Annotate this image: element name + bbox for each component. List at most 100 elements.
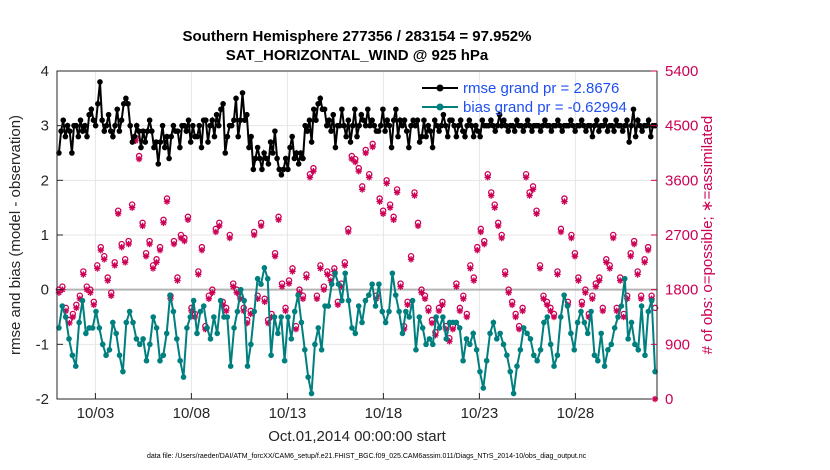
rmse-point (131, 133, 138, 140)
bias-point (153, 325, 160, 331)
rmse-point (395, 133, 401, 140)
obs-assimilated-point (205, 295, 213, 302)
rmse-point (295, 161, 302, 167)
rmse-point (259, 166, 265, 173)
bias-point (524, 330, 530, 337)
bias-point (190, 297, 197, 304)
rmse-point (276, 166, 283, 173)
obs-assimilated-point (128, 204, 136, 211)
obs-assimilated-point (226, 234, 233, 242)
bias-point (123, 319, 130, 326)
rmse-point (248, 133, 254, 140)
obs-assimilated-point (369, 143, 376, 151)
bias-point (150, 314, 157, 320)
rmse-point (181, 122, 187, 129)
bias-point (618, 303, 625, 309)
rmse-point (332, 144, 339, 151)
rmse-point (451, 122, 458, 129)
rmse-point (207, 122, 213, 129)
bias-point (204, 325, 210, 331)
rmse-point (425, 122, 432, 129)
rmse-point (408, 122, 414, 129)
rmse-point (639, 128, 645, 134)
rmse-point (123, 95, 129, 102)
bias-point (588, 308, 594, 315)
rmse-point (384, 117, 391, 123)
obs-assimilated-point (359, 186, 366, 193)
rmse-point (209, 117, 216, 123)
bias-point (147, 341, 153, 348)
rmse-point (326, 117, 332, 123)
obs-assimilated-point (390, 216, 397, 224)
rmse-point (403, 128, 410, 134)
bias-point (110, 319, 116, 326)
bias-point (544, 314, 551, 320)
bias-point (365, 292, 372, 298)
rmse-point (107, 128, 114, 134)
rmse-point (155, 161, 162, 167)
rmse-point (434, 122, 440, 129)
rmse-point (494, 122, 501, 129)
x-tick-label: 10/28 (557, 405, 595, 422)
obs-assimilated-point (540, 295, 547, 302)
rmse-point (444, 133, 451, 140)
rmse-point (300, 155, 306, 162)
bias-point (211, 314, 217, 320)
rmse-point (485, 122, 492, 129)
obs-assimilated-point (561, 198, 568, 205)
bias-point (399, 330, 406, 337)
rmse-point (401, 117, 408, 123)
rmse-point (537, 128, 544, 134)
rmse-point (269, 150, 276, 156)
obs-assimilated-point (149, 265, 157, 272)
rmse-point (393, 106, 399, 113)
y-axis-right-label: # of obs: o=possible; ∗=assimilated (699, 116, 716, 355)
chart-title-line-2: SAT_HORIZONTAL_WIND @ 925 hPa (226, 47, 489, 64)
rmse-point (488, 117, 494, 123)
obs-assimilated-point (111, 262, 118, 269)
y-right-tick-label: 3600 (665, 172, 698, 189)
obs-assimilated-point (453, 283, 460, 290)
rmse-point (343, 133, 350, 140)
bias-point (308, 390, 315, 397)
bias-point (285, 314, 291, 320)
obs-assimilated-point (536, 265, 544, 272)
legend: rmse grand pr = 2.8676 bias grand pr = -… (422, 80, 627, 116)
obs-assimilated-point (463, 313, 471, 321)
rmse-point (369, 117, 375, 123)
bias-point (76, 319, 82, 326)
obs-assimilated-point (383, 180, 390, 187)
footnote-data-file: data file: /Users/raeder/DAI/ATM_forcXX/… (147, 453, 587, 460)
obs-assimilated-point (101, 256, 108, 263)
bias-point (547, 341, 554, 348)
bias-point (632, 341, 638, 348)
rmse-point (397, 117, 404, 123)
rmse-point (572, 128, 578, 134)
bias-point (564, 303, 571, 309)
bias-point (268, 352, 274, 359)
rmse-point (643, 122, 650, 129)
x-tick-label: 10/18 (365, 405, 403, 422)
x-axis-label: Oct.01,2014 00:00:00 start (268, 428, 446, 445)
obs-assimilated-point (153, 259, 160, 266)
bias-point (635, 347, 642, 353)
bias-point (541, 319, 547, 326)
bias-point (510, 390, 517, 397)
rmse-point (611, 128, 617, 134)
rmse-point (211, 133, 218, 140)
obs-assimilated-point (160, 219, 167, 227)
rmse-point (555, 117, 561, 123)
y-right-tick-label: 900 (665, 336, 690, 353)
bias-point (214, 330, 221, 337)
obs-assimilated-point (306, 174, 314, 181)
rmse-point (503, 122, 509, 129)
rmse-point (311, 106, 317, 113)
bias-point (372, 303, 379, 309)
rmse-point (624, 117, 630, 123)
rmse-point (436, 128, 442, 134)
bias-point (275, 330, 281, 337)
obs-assimilated-point (571, 253, 579, 260)
rmse-point (60, 117, 67, 123)
rmse-point (479, 117, 486, 123)
bias-point (611, 325, 618, 331)
